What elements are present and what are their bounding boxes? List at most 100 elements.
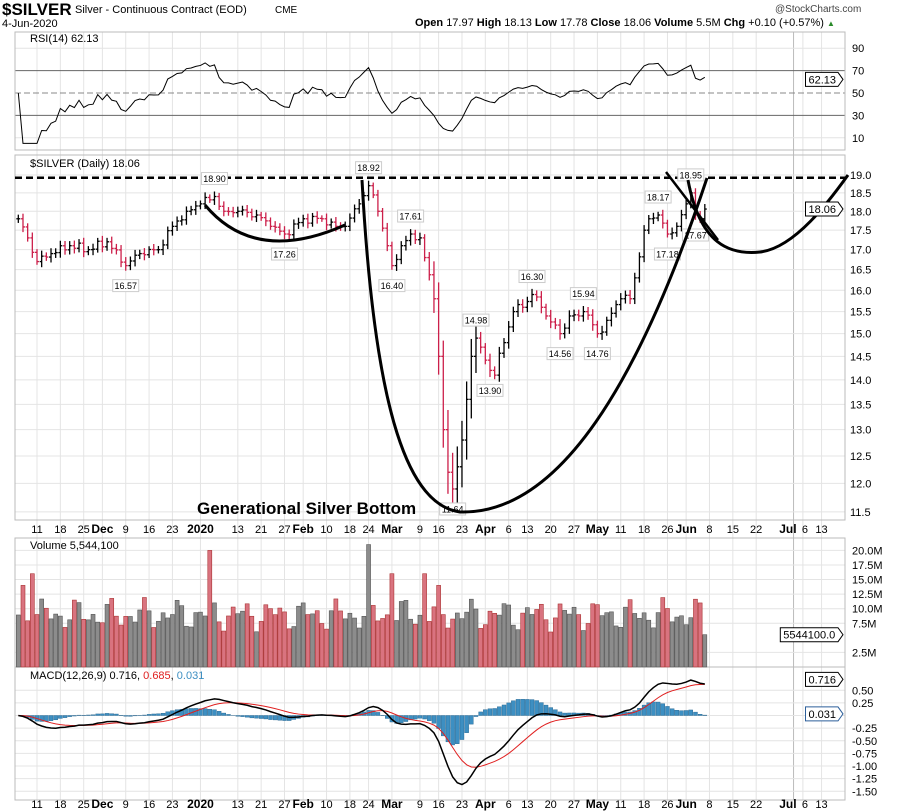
date-tick-label: 18: [54, 799, 66, 811]
macd-histogram-bar: [441, 715, 446, 737]
volume-bar: [240, 610, 245, 668]
price-bar: [184, 206, 189, 225]
date-tick-label: Feb: [293, 797, 314, 811]
date-tick-label: 16: [143, 524, 155, 536]
volume-bar: [30, 573, 35, 668]
price-bar: [637, 252, 642, 283]
price-bar: [366, 180, 371, 201]
price-tick-label: 13.0: [850, 425, 871, 437]
date-tick-label: 26: [661, 524, 673, 536]
price-bar: [609, 307, 614, 327]
date-tick-label: 20: [545, 799, 557, 811]
volume-bar: [268, 608, 273, 668]
brand-logo[interactable]: @StockCharts.com: [775, 4, 862, 15]
price-bar: [291, 219, 296, 240]
volume-bar: [646, 619, 652, 668]
price-bar: [539, 291, 544, 314]
date-tick-label: 9: [123, 799, 129, 811]
price-tick-label: 14.5: [850, 351, 871, 363]
date-tick-label: 21: [255, 524, 267, 536]
price-bar: [142, 248, 147, 261]
price-bar: [595, 320, 600, 338]
price-bar: [114, 243, 119, 255]
volume-bar: [641, 612, 647, 668]
price-bar: [123, 257, 128, 271]
volume-bar: [595, 604, 600, 668]
volume-bar: [100, 622, 105, 668]
volume-bar: [440, 614, 446, 668]
price-bar: [226, 207, 231, 216]
date-tick-label: Apr: [475, 522, 496, 536]
volume-bar: [137, 609, 143, 668]
volume-tick-label: 12.5M: [852, 589, 883, 601]
date-tick-label: 18: [638, 524, 650, 536]
macd-tick-label: 0.25: [852, 698, 873, 710]
price-bar: [502, 338, 506, 358]
volume-bar: [637, 618, 642, 668]
volume-bar: [445, 627, 451, 668]
volume-bar: [412, 623, 418, 668]
price-bar: [329, 218, 334, 229]
price-bar: [469, 338, 474, 419]
volume-bar: [170, 614, 175, 668]
macd-value: 0.716: [109, 670, 137, 682]
volume-bar: [618, 627, 624, 668]
date-tick-label: 6: [506, 799, 512, 811]
volume-bar: [347, 612, 353, 668]
price-bar: [417, 232, 422, 245]
low-label: Low: [534, 17, 557, 29]
date-tick-label: 23: [456, 524, 468, 536]
volume-bar: [375, 620, 381, 668]
macd-histogram-bar: [67, 715, 72, 717]
date-tick-label: 6: [802, 524, 808, 536]
price-tick-label: 18.5: [850, 188, 871, 200]
volume-bar: [118, 624, 124, 668]
price-label: 17.18: [656, 250, 679, 260]
volume-bar: [193, 612, 199, 668]
price-label-box: [518, 270, 546, 284]
volume-bar: [296, 605, 301, 668]
date-tick-label: 11: [31, 524, 42, 536]
price-bar: [450, 452, 455, 510]
volume-title: Volume 5,544,100: [30, 540, 119, 552]
up-arrow-icon: ▲: [827, 19, 835, 28]
price-label: 14.76: [586, 349, 609, 359]
volume-bar: [235, 613, 241, 668]
volume-bar: [109, 598, 115, 668]
macd-histogram-bar: [100, 713, 105, 716]
gridlines: [15, 32, 845, 800]
macd-histogram-bar: [483, 709, 488, 716]
price-bar: [389, 241, 394, 270]
volume-bar: [207, 550, 213, 668]
macd-tick-label: 0.50: [852, 685, 873, 697]
volume-bar: [366, 544, 371, 668]
price-bar: [128, 256, 133, 271]
price-bar: [49, 248, 54, 263]
volume-bar: [604, 612, 610, 668]
price-bar: [385, 222, 390, 252]
volume-bar: [697, 602, 703, 668]
volume-bar: [39, 598, 44, 668]
volume-bar: [277, 607, 283, 668]
macd-histogram-bar: [198, 708, 203, 716]
macd-histogram-bar: [263, 715, 269, 720]
date-tick-label: 9: [417, 799, 423, 811]
volume-bar: [431, 606, 437, 668]
price-bar: [558, 319, 563, 340]
handle-crossing-line: [665, 171, 719, 241]
date-tick-label: 8: [706, 799, 712, 811]
price-label-box: [378, 279, 406, 293]
hist-last-tag-box: [805, 706, 844, 722]
macd-histogram-bar: [455, 715, 460, 744]
volume-bar: [165, 617, 171, 668]
price-bar: [77, 239, 82, 253]
price-bar: [459, 420, 464, 488]
macd-tick-label: -1.00: [852, 761, 877, 773]
macd-histogram-bar: [254, 715, 259, 719]
macd-histogram-bar: [660, 703, 665, 716]
macd-panel: [14, 666, 846, 801]
volume-bar: [464, 611, 469, 668]
last-price-tag: 18.06: [809, 204, 837, 216]
price-label-box: [200, 172, 228, 186]
